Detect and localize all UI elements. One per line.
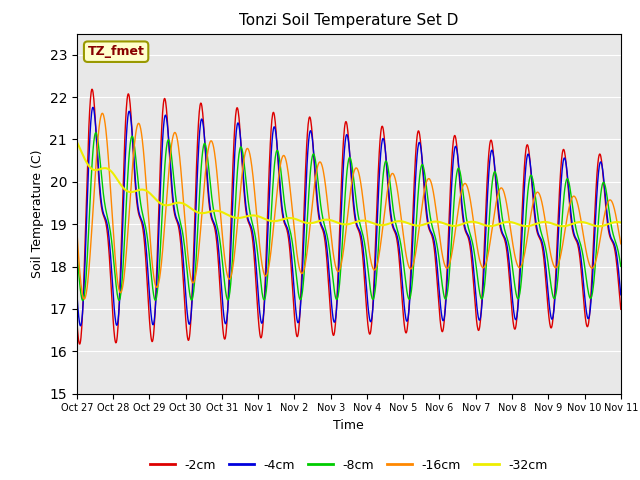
-32cm <box>595 223 603 229</box>
-2cm <box>88 86 96 92</box>
-16cm <box>182 223 189 228</box>
-16cm <box>617 241 625 247</box>
-16cm <box>99 110 106 116</box>
-4cm <box>255 306 263 312</box>
-16cm <box>553 264 561 270</box>
-8cm <box>195 211 202 216</box>
-4cm <box>553 262 561 267</box>
Title: Tonzi Soil Temperature Set D: Tonzi Soil Temperature Set D <box>239 13 458 28</box>
-8cm <box>79 298 86 303</box>
Line: -32cm: -32cm <box>77 142 621 226</box>
Line: -4cm: -4cm <box>77 108 621 326</box>
-16cm <box>434 221 442 227</box>
-16cm <box>73 226 81 232</box>
-32cm <box>433 219 441 225</box>
-8cm <box>73 251 81 256</box>
-2cm <box>195 119 202 125</box>
-32cm <box>552 222 560 228</box>
Line: -16cm: -16cm <box>77 113 621 299</box>
-32cm <box>255 214 262 219</box>
Line: -8cm: -8cm <box>77 133 621 300</box>
-32cm <box>617 219 625 225</box>
-4cm <box>617 292 625 298</box>
-2cm <box>505 269 513 275</box>
-2cm <box>617 306 625 312</box>
-8cm <box>505 242 513 248</box>
-4cm <box>77 323 84 329</box>
-32cm <box>73 139 81 145</box>
-4cm <box>73 289 81 295</box>
Text: TZ_fmet: TZ_fmet <box>88 45 145 58</box>
-16cm <box>505 215 513 221</box>
Legend: -2cm, -4cm, -8cm, -16cm, -32cm: -2cm, -4cm, -8cm, -16cm, -32cm <box>145 454 553 477</box>
-2cm <box>76 341 84 347</box>
-4cm <box>195 147 202 153</box>
-2cm <box>553 245 561 251</box>
-32cm <box>194 209 202 215</box>
-8cm <box>553 285 561 290</box>
-16cm <box>255 240 263 246</box>
-4cm <box>434 271 442 277</box>
-8cm <box>255 267 263 273</box>
X-axis label: Time: Time <box>333 419 364 432</box>
-32cm <box>504 219 512 225</box>
-4cm <box>505 257 513 263</box>
-2cm <box>73 317 81 323</box>
Line: -2cm: -2cm <box>77 89 621 344</box>
-8cm <box>92 130 100 136</box>
-16cm <box>81 296 88 302</box>
-8cm <box>182 250 189 256</box>
-2cm <box>255 328 263 334</box>
-8cm <box>434 247 442 253</box>
Y-axis label: Soil Temperature (C): Soil Temperature (C) <box>31 149 44 278</box>
-4cm <box>182 286 189 291</box>
-2cm <box>434 288 442 294</box>
-2cm <box>182 310 189 316</box>
-16cm <box>195 250 202 255</box>
-8cm <box>617 264 625 269</box>
-32cm <box>180 201 188 207</box>
-4cm <box>89 105 97 110</box>
